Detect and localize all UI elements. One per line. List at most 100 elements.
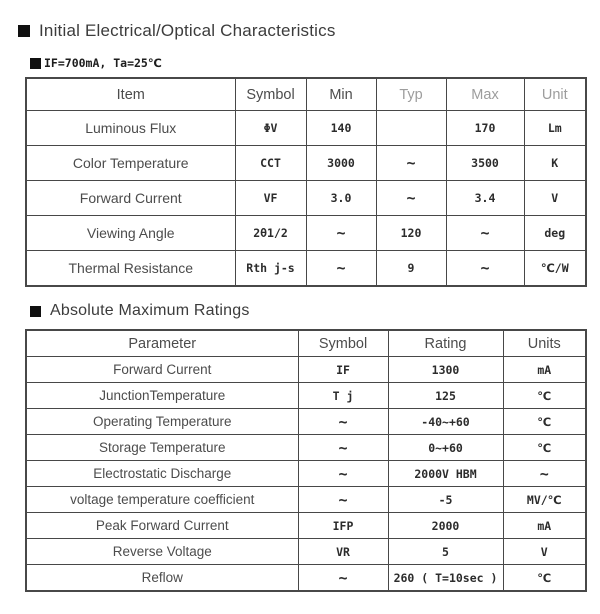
cell-parameter: Forward Current [25, 356, 299, 383]
table-row: Electrostatic Discharge ~ 2000V HBM ~ [25, 460, 587, 487]
col-header-symbol: Symbol [234, 77, 307, 111]
col-header-parameter: Parameter [25, 329, 299, 357]
cell-typ: 120 [375, 215, 447, 251]
table-row: Forward Current VF 3.0 ~ 3.4 V [25, 180, 587, 216]
cell-symbol: ~ [297, 434, 389, 461]
cell-units: ℃ [502, 382, 587, 409]
cell-rating: 0~+60 [387, 434, 504, 461]
cell-symbol: IFP [297, 512, 389, 539]
table-row: JunctionTemperature T j 125 ℃ [25, 382, 587, 409]
table-row: Luminous Flux ΦV 140 170 Lm [25, 110, 587, 146]
cell-parameter: JunctionTemperature [25, 382, 299, 409]
cell-min: ~ [305, 250, 377, 287]
col-header-min: Min [305, 77, 377, 111]
cell-units: MV/℃ [502, 486, 587, 513]
cell-rating: -40~+60 [387, 408, 504, 435]
col-header-rating: Rating [387, 329, 504, 357]
cell-unit: deg [523, 215, 587, 251]
table-row: Reflow ~ 260 ( T=10sec ) ℃ [25, 564, 587, 592]
cell-units: ~ [502, 460, 587, 487]
cell-units: ℃ [502, 434, 587, 461]
cell-typ [375, 110, 447, 146]
electrical-characteristics-table: Item Symbol Min Typ Max Unit Luminous Fl… [25, 77, 587, 287]
cell-units: mA [502, 512, 587, 539]
cell-unit: V [523, 180, 587, 216]
cell-symbol: ~ [297, 460, 389, 487]
cell-item-name: Viewing Angle [25, 215, 236, 251]
cell-max: 3.4 [445, 180, 525, 216]
cell-symbol: ~ [297, 408, 389, 435]
cell-parameter: Reflow [25, 564, 299, 592]
cell-rating: 125 [387, 382, 504, 409]
cell-max: ~ [445, 250, 525, 287]
table-row: Color Temperature CCT 3000 ~ 3500 K [25, 145, 587, 181]
square-bullet-icon [30, 305, 41, 317]
absolute-maximum-ratings-table: Parameter Symbol Rating Units Forward Cu… [25, 329, 587, 592]
square-bullet-icon [18, 25, 30, 37]
cell-parameter: Reverse Voltage [25, 538, 299, 565]
cell-symbol: Rth j-s [234, 250, 307, 287]
test-condition: IF=700mA, Ta=25℃ [30, 56, 600, 70]
cell-min: ~ [305, 215, 377, 251]
table-row: Storage Temperature ~ 0~+60 ℃ [25, 434, 587, 461]
cell-item-name: Luminous Flux [25, 110, 236, 146]
cell-symbol: T j [297, 382, 389, 409]
cell-min: 3000 [305, 145, 377, 181]
col-header-symbol: Symbol [297, 329, 389, 357]
condition-text: IF=700mA, Ta=25℃ [44, 56, 162, 70]
cell-parameter: voltage temperature coefficient [25, 486, 299, 513]
table-row: Viewing Angle 2θ1/2 ~ 120 ~ deg [25, 215, 587, 251]
section-title-electrical: Initial Electrical/Optical Characteristi… [18, 21, 600, 41]
square-bullet-icon [30, 57, 41, 69]
table-row: Reverse Voltage VR 5 V [25, 538, 587, 565]
cell-parameter: Peak Forward Current [25, 512, 299, 539]
cell-parameter: Operating Temperature [25, 408, 299, 435]
cell-units: ℃ [502, 408, 587, 435]
cell-min: 3.0 [305, 180, 377, 216]
table-row: Thermal Resistance Rth j-s ~ 9 ~ ℃/W [25, 250, 587, 287]
cell-symbol: VR [297, 538, 389, 565]
cell-symbol: VF [234, 180, 307, 216]
cell-unit: K [523, 145, 587, 181]
table-header-row: Parameter Symbol Rating Units [25, 329, 587, 357]
cell-units: V [502, 538, 587, 565]
cell-max: ~ [445, 215, 525, 251]
cell-unit: Lm [523, 110, 587, 146]
section-title-text: Absolute Maximum Ratings [50, 302, 250, 319]
cell-rating: 2000V HBM [387, 460, 504, 487]
cell-parameter: Storage Temperature [25, 434, 299, 461]
cell-max: 170 [445, 110, 525, 146]
col-header-item: Item [25, 77, 236, 111]
table-row: Operating Temperature ~ -40~+60 ℃ [25, 408, 587, 435]
cell-rating: 260 ( T=10sec ) [387, 564, 504, 592]
cell-min: 140 [305, 110, 377, 146]
col-header-units: Units [502, 329, 587, 357]
cell-rating: 2000 [387, 512, 504, 539]
table-row: Peak Forward Current IFP 2000 mA [25, 512, 587, 539]
section-title-text: Initial Electrical/Optical Characteristi… [39, 21, 336, 40]
col-header-unit: Unit [523, 77, 587, 111]
cell-max: 3500 [445, 145, 525, 181]
cell-symbol: 2θ1/2 [234, 215, 307, 251]
cell-typ: ~ [375, 180, 447, 216]
cell-item-name: Thermal Resistance [25, 250, 236, 287]
col-header-max: Max [445, 77, 525, 111]
cell-units: ℃ [502, 564, 587, 592]
cell-units: mA [502, 356, 587, 383]
cell-symbol: ΦV [234, 110, 307, 146]
cell-unit: ℃/W [523, 250, 587, 287]
cell-symbol: ~ [297, 486, 389, 513]
cell-typ: ~ [375, 145, 447, 181]
cell-typ: 9 [375, 250, 447, 287]
cell-rating: -5 [387, 486, 504, 513]
cell-item-name: Color Temperature [25, 145, 236, 181]
table-row: Forward Current IF 1300 mA [25, 356, 587, 383]
section-title-max-ratings: Absolute Maximum Ratings [30, 302, 600, 320]
cell-symbol: CCT [234, 145, 307, 181]
cell-item-name: Forward Current [25, 180, 236, 216]
cell-parameter: Electrostatic Discharge [25, 460, 299, 487]
table-header-row: Item Symbol Min Typ Max Unit [25, 77, 587, 111]
datasheet-page: Initial Electrical/Optical Characteristi… [0, 21, 600, 614]
cell-symbol: IF [297, 356, 389, 383]
cell-rating: 5 [387, 538, 504, 565]
